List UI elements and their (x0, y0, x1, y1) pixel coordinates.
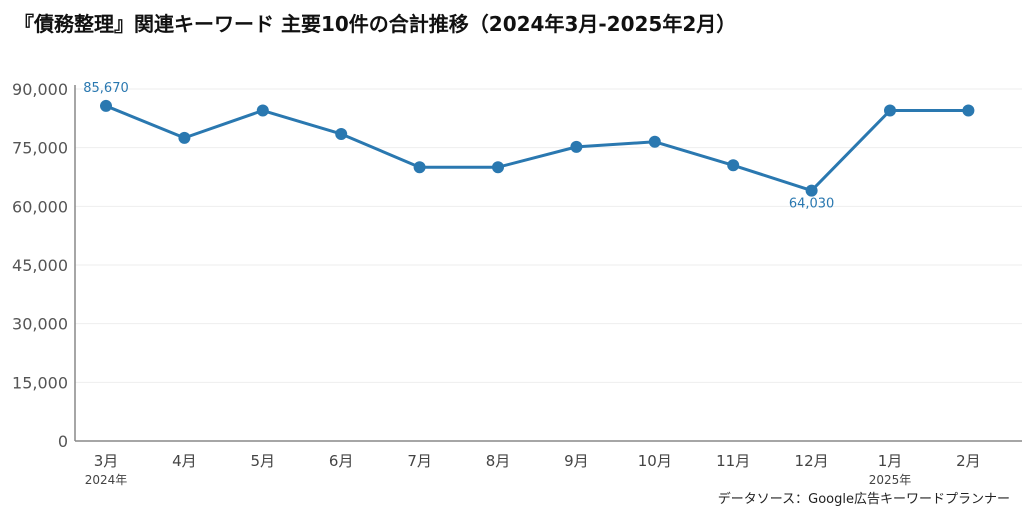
x-tick-sublabel: 2024年 (85, 473, 128, 487)
data-source-note: データソース：Google広告キーワードプランナー (717, 492, 1010, 507)
data-point (256, 104, 269, 117)
x-tick-label: 2月 (956, 452, 981, 470)
x-tick-label: 6月 (329, 452, 354, 470)
data-label: 85,670 (83, 81, 129, 96)
data-point (492, 161, 504, 174)
x-tick-label: 7月 (407, 452, 432, 470)
chart-title: 『債務整理』関連キーワード 主要10件の合計推移（2024年3月-2025年2月… (14, 12, 737, 36)
data-point (648, 135, 661, 148)
y-tick-label: 60,000 (12, 197, 68, 216)
data-label: 64,030 (789, 197, 835, 212)
y-tick-label: 90,000 (12, 80, 68, 99)
series-line (100, 99, 975, 197)
x-tick-label: 1月 (878, 452, 903, 470)
y-tick-label: 15,000 (12, 373, 68, 392)
data-point (100, 99, 112, 112)
y-tick-label: 75,000 (12, 139, 68, 158)
y-tick-label: 0 (58, 432, 68, 451)
data-point (805, 184, 818, 197)
axes (74, 85, 1022, 442)
data-point (727, 159, 740, 172)
x-tick-sublabel: 2025年 (869, 473, 912, 487)
data-labels: 85,670 64,030 (83, 81, 834, 212)
x-tick-label: 8月 (486, 452, 511, 470)
x-tick-label: 5月 (251, 452, 276, 470)
y-axis-tick-labels: 0 15,000 30,000 45,000 60,000 75,000 90,000 (12, 80, 68, 451)
y-tick-label: 30,000 (12, 315, 68, 334)
data-point (962, 104, 975, 117)
data-point (413, 161, 426, 174)
data-point (335, 127, 348, 140)
grid-lines (75, 88, 1022, 383)
series-line-path (104, 104, 970, 193)
data-point (570, 140, 583, 153)
x-tick-label: 11月 (716, 452, 750, 470)
x-tick-label: 3月 (94, 452, 119, 470)
data-point (178, 131, 191, 144)
data-point (884, 104, 896, 117)
x-tick-label: 9月 (564, 452, 589, 470)
x-axis-tick-labels: 3月 2024年 4月 5月 6月 7月 8月 9月 10月 11月 12月 1月 2025年 2月 (85, 452, 981, 487)
x-tick-label: 10月 (638, 452, 672, 470)
y-tick-label: 45,000 (12, 256, 68, 275)
x-tick-label: 4月 (172, 452, 197, 470)
x-tick-label: 12月 (795, 452, 829, 470)
